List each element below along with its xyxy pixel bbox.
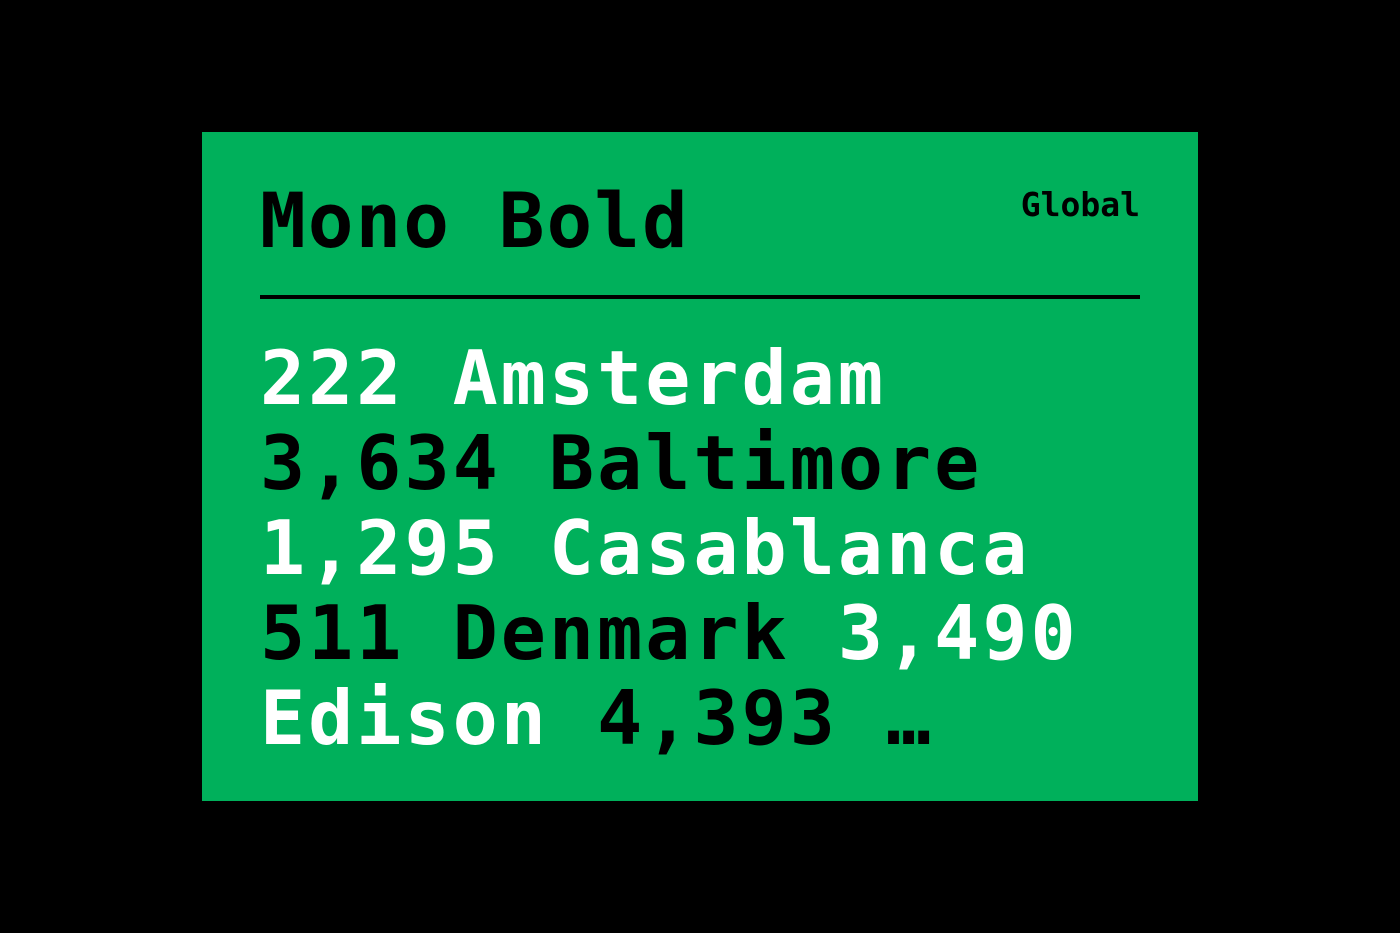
divider-rule <box>260 295 1140 299</box>
specimen-fragment: 511 Denmark <box>260 589 790 677</box>
specimen-fragment: 3,490 <box>837 589 1079 677</box>
specimen-text: 222 Amsterdam 3,634 Baltimore 1,295 Casa… <box>260 336 1079 761</box>
specimen-line: 222 Amsterdam <box>260 336 1079 421</box>
specimen-fragment: 222 Amsterdam <box>260 334 886 422</box>
specimen-fragment: 4,393 … <box>597 674 935 762</box>
specimen-line: 511 Denmark 3,490 <box>260 591 1079 676</box>
font-tag-label: Global <box>1020 185 1140 224</box>
specimen-space <box>549 674 597 762</box>
specimen-line: 1,295 Casablanca <box>260 506 1079 591</box>
specimen-line: 3,634 Baltimore <box>260 421 1079 506</box>
specimen-card: Mono Bold Global 222 Amsterdam 3,634 Bal… <box>202 132 1198 801</box>
specimen-line: Edison 4,393 … <box>260 676 1079 761</box>
specimen-fragment: 3,634 Baltimore <box>260 419 983 507</box>
specimen-fragment: 1,295 Casablanca <box>260 504 1031 592</box>
specimen-space <box>790 589 838 677</box>
font-name-title: Mono Bold <box>260 176 690 265</box>
specimen-fragment: Edison <box>260 674 549 762</box>
